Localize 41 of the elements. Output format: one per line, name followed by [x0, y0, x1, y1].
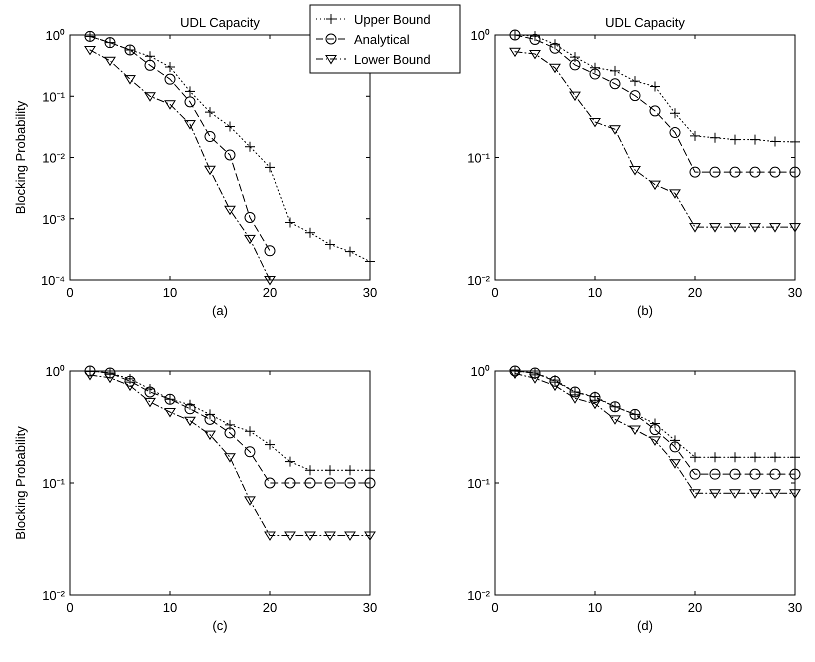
chart-title: UDL Capacity: [180, 15, 260, 30]
x-tick-label: 20: [262, 285, 278, 300]
y-tick-label: 10⁻²: [42, 150, 66, 166]
legend-label: Lower Bound: [354, 52, 431, 67]
x-tick-label: 20: [688, 285, 702, 300]
x-tick-label: 10: [162, 285, 178, 300]
x-tick-label: 0: [66, 600, 74, 615]
legend-label: Upper Bound: [354, 12, 431, 27]
x-tick-label: 20: [262, 600, 278, 615]
y-tick-label: 10⁻¹: [467, 476, 491, 491]
x-axis-title: (d): [637, 618, 653, 633]
x-tick-label: 30: [362, 600, 378, 615]
y-tick-label: 10⁻¹: [42, 89, 66, 104]
y-tick-label: 10⁰: [470, 28, 490, 43]
x-tick-label: 0: [491, 285, 499, 300]
x-axis-title: (b): [637, 303, 653, 318]
y-tick-label: 10⁰: [46, 28, 65, 43]
y-tick-label: 10⁻²: [42, 588, 66, 603]
y-tick-label: 10⁻⁴: [40, 273, 65, 288]
x-tick-label: 30: [788, 600, 802, 615]
x-tick-label: 20: [688, 600, 702, 615]
legend-label: Analytical: [354, 32, 410, 47]
y-axis-title: Blocking Probability: [13, 426, 28, 540]
x-tick-label: 10: [588, 285, 602, 300]
chart-title: UDL Capacity: [605, 15, 686, 30]
y-tick-label: 10⁰: [470, 364, 490, 379]
x-axis-title: (c): [212, 618, 228, 633]
y-tick-label: 10⁻²: [467, 273, 491, 288]
y-tick-label: 10⁻¹: [42, 476, 66, 491]
x-tick-label: 30: [788, 285, 802, 300]
x-tick-label: 10: [162, 600, 178, 615]
x-tick-label: 30: [362, 285, 378, 300]
x-axis-title: (a): [212, 303, 228, 318]
y-tick-label: 10⁻¹: [467, 150, 491, 166]
y-tick-label: 10⁰: [46, 364, 65, 379]
y-tick-label: 10⁻³: [42, 212, 66, 227]
x-tick-label: 0: [491, 600, 499, 615]
x-tick-label: 0: [66, 285, 74, 300]
y-tick-label: 10⁻²: [467, 588, 491, 603]
y-axis-title: Blocking Probability: [13, 100, 28, 214]
x-tick-label: 10: [588, 600, 602, 615]
